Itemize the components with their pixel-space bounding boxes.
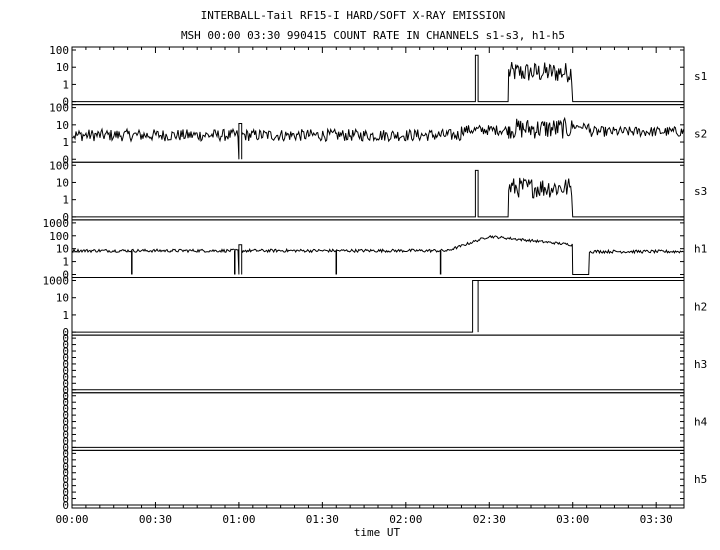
y-tick-label: 0 bbox=[62, 364, 69, 377]
channel-label-h2: h2 bbox=[694, 300, 707, 313]
y-tick-label: 100 bbox=[49, 102, 69, 115]
panel-frame-h2 bbox=[71, 277, 685, 336]
y-tick-label: 0 bbox=[62, 422, 69, 435]
time-axis: 00:00 00:30 01:00 01:30 02:00 02:30 03:00 03:30 bbox=[55, 47, 685, 526]
panel-frame-h1 bbox=[71, 219, 685, 278]
panel-frame-h4 bbox=[71, 392, 685, 451]
y-tick-label: 0 bbox=[62, 339, 69, 352]
chart-title: INTERBALL-Tail RF15-I HARD/SOFT X-RAY EM… bbox=[201, 9, 506, 22]
y-tick-label: 10 bbox=[56, 119, 69, 132]
y-tick-label: 10 bbox=[56, 176, 69, 189]
y-tick-label: 0 bbox=[62, 447, 69, 460]
panel-frame-h3 bbox=[71, 334, 685, 394]
x-tick-label: 02:30 bbox=[473, 513, 506, 526]
y-tick-label: 0 bbox=[62, 396, 69, 409]
channel-label-h3: h3 bbox=[694, 358, 707, 371]
chart-subtitle: MSH 00:00 03:30 990415 COUNT RATE IN CHA… bbox=[181, 29, 565, 42]
y-tick-label: 0 bbox=[62, 454, 69, 467]
panel-stack: 1001010s11001010s21001010s310001001010h1… bbox=[43, 44, 708, 512]
y-tick-label: 0 bbox=[62, 441, 69, 454]
y-tick-label: 0 bbox=[62, 486, 69, 499]
channel-label-s3: s3 bbox=[694, 185, 707, 198]
y-tick-label: 0 bbox=[62, 332, 69, 345]
panel-frame-s1 bbox=[71, 46, 685, 106]
x-tick-label: 00:00 bbox=[55, 513, 88, 526]
y-tick-label: 0 bbox=[62, 351, 69, 364]
y-tick-label: 1 bbox=[62, 256, 69, 269]
y-tick-label: 0 bbox=[62, 269, 69, 282]
y-tick-label: 0 bbox=[62, 358, 69, 371]
y-tick-label: 100 bbox=[49, 159, 69, 172]
y-tick-label: 1 bbox=[62, 78, 69, 91]
y-tick-label: 10 bbox=[56, 61, 69, 74]
y-tick-label: 0 bbox=[62, 326, 69, 339]
y-tick-label: 10 bbox=[56, 243, 69, 256]
panel-frame-s3 bbox=[71, 161, 685, 221]
y-tick-label: 1 bbox=[62, 136, 69, 149]
x-tick-label: 01:00 bbox=[222, 513, 255, 526]
channel-label-h1: h1 bbox=[694, 243, 707, 256]
y-tick-label: 0 bbox=[62, 409, 69, 422]
y-tick-label: 0 bbox=[62, 390, 69, 403]
x-tick-label: 00:30 bbox=[139, 513, 172, 526]
y-tick-label: 1000 bbox=[43, 275, 70, 288]
x-tick-label: 02:00 bbox=[389, 513, 422, 526]
trace-s1 bbox=[72, 54, 684, 103]
y-tick-label: 0 bbox=[62, 377, 69, 390]
channel-label-h5: h5 bbox=[694, 473, 707, 486]
y-tick-label: 0 bbox=[62, 493, 69, 506]
channel-label-s2: s2 bbox=[694, 127, 707, 140]
y-tick-label: 0 bbox=[62, 211, 69, 224]
y-tick-label: 0 bbox=[62, 473, 69, 486]
y-tick-label: 1000 bbox=[43, 217, 70, 230]
y-tick-label: 0 bbox=[62, 428, 69, 441]
y-tick-label: 100 bbox=[49, 44, 69, 57]
x-tick-label: 03:00 bbox=[556, 513, 589, 526]
y-tick-label: 0 bbox=[62, 416, 69, 429]
y-tick-label: 0 bbox=[62, 460, 69, 473]
y-tick-label: 0 bbox=[62, 371, 69, 384]
y-tick-label: 10 bbox=[56, 292, 69, 305]
y-tick-label: 0 bbox=[62, 153, 69, 166]
y-tick-label: 0 bbox=[62, 345, 69, 358]
y-tick-label: 0 bbox=[62, 480, 69, 493]
trace-h2 bbox=[72, 280, 684, 333]
x-axis-label: time UT bbox=[354, 526, 401, 539]
y-tick-label: 0 bbox=[62, 384, 69, 397]
y-tick-label: 0 bbox=[62, 96, 69, 109]
y-tick-label: 1 bbox=[62, 309, 69, 322]
trace-s3 bbox=[72, 169, 684, 218]
y-tick-label: 0 bbox=[62, 467, 69, 480]
trace-h1 bbox=[71, 235, 684, 275]
y-tick-label: 0 bbox=[62, 499, 69, 512]
x-tick-label: 03:30 bbox=[640, 513, 673, 526]
y-tick-label: 1 bbox=[62, 194, 69, 207]
panel-frame-h5 bbox=[71, 449, 685, 509]
y-tick-label: 0 bbox=[62, 435, 69, 448]
y-tick-label: 0 bbox=[62, 403, 69, 416]
channel-label-h4: h4 bbox=[694, 416, 708, 429]
x-tick-label: 01:30 bbox=[306, 513, 339, 526]
y-tick-label: 100 bbox=[49, 230, 69, 243]
channel-label-s1: s1 bbox=[694, 70, 707, 83]
trace-s2 bbox=[72, 116, 684, 160]
